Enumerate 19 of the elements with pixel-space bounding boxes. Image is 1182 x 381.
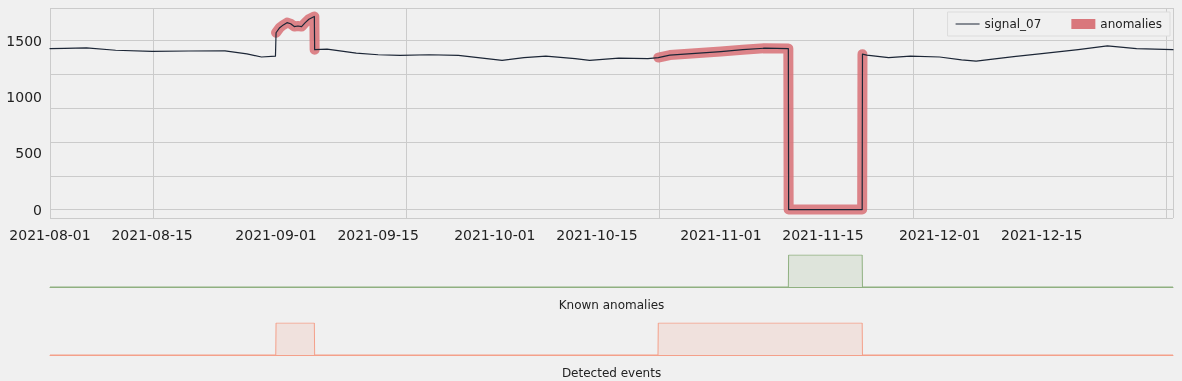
x-tick-label: 2021-12-01 — [898, 227, 981, 243]
x-tick-label: 2021-09-01 — [235, 227, 317, 243]
y-tick-label: 0 — [33, 201, 42, 218]
x-tick-label: 2021-11-01 — [680, 227, 762, 243]
y-tick-label: 500 — [15, 145, 42, 162]
x-axis-title: Detected events — [561, 366, 662, 380]
x-tick-label: 2021-09-15 — [337, 227, 419, 243]
line-series — [49, 15, 1174, 211]
legend-label: anomalies — [1100, 17, 1163, 31]
x-tick-label: 2021-08-15 — [111, 227, 193, 243]
y-tick-label: 1500 — [6, 32, 42, 49]
x-tick-label: 2021-12-15 — [1001, 227, 1083, 243]
y-tick-label: 1000 — [6, 88, 42, 105]
x-tick-label: 2021-10-01 — [454, 227, 536, 243]
legend-label: signal_07 — [984, 17, 1042, 31]
x-tick-label: 2021-11-15 — [782, 227, 864, 243]
x-axis-title: Known anomalies — [558, 298, 665, 312]
x-tick-label: 2021-10-15 — [556, 227, 638, 243]
x-tick-label: 2021-08-01 — [9, 227, 91, 243]
